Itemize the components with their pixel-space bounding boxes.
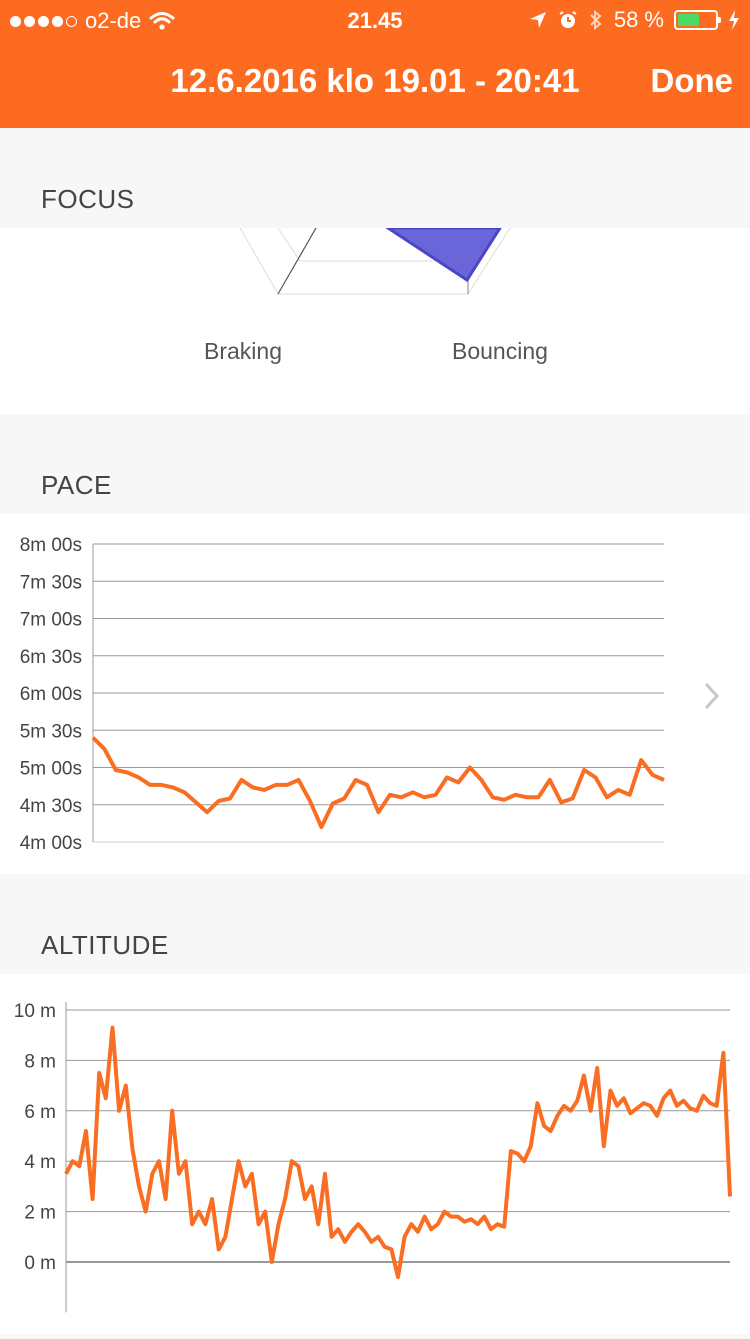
pace-y-tick-label: 6m 30s [20, 647, 82, 668]
location-arrow-icon [529, 12, 546, 28]
pace-title: PACE [41, 470, 112, 500]
signal-strength-icon [10, 15, 77, 27]
altitude-chart: 10 m 8 m 6 m 4 m 2 m 0 m [14, 1001, 732, 1313]
alarm-clock-icon [559, 11, 577, 28]
carrier-name: o2-de [85, 8, 142, 33]
focus-section-header: FOCUS [0, 128, 750, 228]
altitude-y-tick-label: 10 m [14, 1001, 56, 1022]
focus-radar-chart [239, 226, 511, 295]
done-button[interactable]: Done [650, 62, 734, 99]
radar-grid-outer [239, 227, 511, 295]
top-bar: o2-de 21.45 58 % [0, 0, 750, 128]
focus-title: FOCUS [41, 184, 135, 214]
signal-dot [38, 15, 49, 27]
signal-dot [10, 15, 21, 27]
altitude-title: ALTITUDE [41, 930, 169, 960]
signal-dot [52, 15, 63, 27]
page-title: 12.6.2016 klo 19.01 - 20:41 [170, 62, 580, 99]
altitude-y-tick-label: 8 m [24, 1051, 56, 1072]
radar-focus-area [382, 226, 503, 283]
pace-y-tick-label: 4m 00s [20, 833, 82, 854]
altitude-y-tick-label: 6 m [24, 1102, 56, 1123]
signal-dot [24, 15, 35, 27]
pace-line [91, 736, 665, 830]
altitude-line [64, 1025, 732, 1280]
radar-label-braking: Braking [204, 338, 282, 364]
pace-y-tick-label: 7m 30s [20, 572, 82, 593]
altitude-y-tick-label: 4 m [24, 1152, 56, 1173]
battery-percent: 58 % [613, 7, 664, 32]
pace-section-header: PACE [0, 414, 750, 514]
pace-y-tick-label: 6m 00s [20, 684, 82, 705]
battery-icon [674, 10, 721, 30]
altitude-section-header: ALTITUDE [0, 874, 750, 974]
pace-y-tick-label: 8m 00s [20, 535, 82, 556]
bluetooth-icon [590, 9, 602, 31]
pace-y-tick-label: 7m 00s [20, 610, 82, 631]
radar-axis-braking [277, 227, 317, 295]
pace-y-tick-label: 5m 30s [20, 721, 82, 742]
altitude-y-tick-label: 2 m [24, 1203, 56, 1224]
chevron-right-icon[interactable] [702, 680, 722, 712]
pace-chart: 8m 00s 7m 30s 7m 00s 6m 30s 6m 00s 5m 30s 5m 0… [20, 535, 665, 854]
status-bar: o2-de 21.45 58 % [0, 0, 750, 40]
status-time: 21.45 [347, 8, 403, 33]
focus-radar-panel: Braking Bouncing [0, 226, 750, 414]
pace-y-tick-label: 5m 00s [20, 759, 82, 780]
altitude-chart-panel: 10 m 8 m 6 m 4 m 2 m 0 m [0, 974, 750, 1334]
pace-y-tick-label: 4m 30s [20, 796, 82, 817]
signal-dot [66, 15, 77, 27]
altitude-y-tick-label: 0 m [24, 1253, 56, 1274]
radar-label-bouncing: Bouncing [452, 338, 548, 364]
pace-chart-panel[interactable]: 8m 00s 7m 30s 7m 00s 6m 30s 6m 00s 5m 30s 5m 0… [0, 514, 750, 874]
charging-bolt-icon [729, 10, 739, 30]
wifi-icon [149, 12, 175, 30]
